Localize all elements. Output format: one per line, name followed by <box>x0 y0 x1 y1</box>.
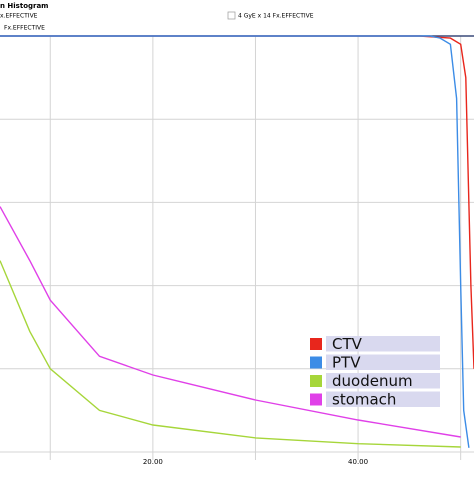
legend-row <box>326 336 440 352</box>
legend-label: PTV <box>332 354 361 372</box>
legend-row <box>326 373 440 389</box>
plan-label: 4 GyE x 14 Fx.EFFECTIVE <box>238 13 314 20</box>
header-line: x.EFFECTIVE <box>0 13 38 20</box>
legend-label: duodenum <box>332 372 413 390</box>
legend-swatch <box>310 356 322 369</box>
legend-swatch <box>310 393 322 406</box>
legend-swatch <box>310 338 322 350</box>
series-line <box>0 35 470 448</box>
series-line <box>0 260 461 448</box>
series-line <box>0 206 461 438</box>
x-tick-label: 20.00 <box>143 458 163 466</box>
legend-row <box>326 391 440 407</box>
chart-title: n Histogram <box>0 2 48 10</box>
legend-label: CTV <box>332 335 363 353</box>
legend-row <box>326 354 440 370</box>
header-line: Fx.EFFECTIVE <box>4 25 45 32</box>
grid <box>0 35 474 460</box>
plan-icon <box>227 11 236 20</box>
legend-swatch <box>310 375 322 387</box>
x-tick-label: 40.00 <box>348 458 368 466</box>
legend-label: stomach <box>332 391 396 409</box>
